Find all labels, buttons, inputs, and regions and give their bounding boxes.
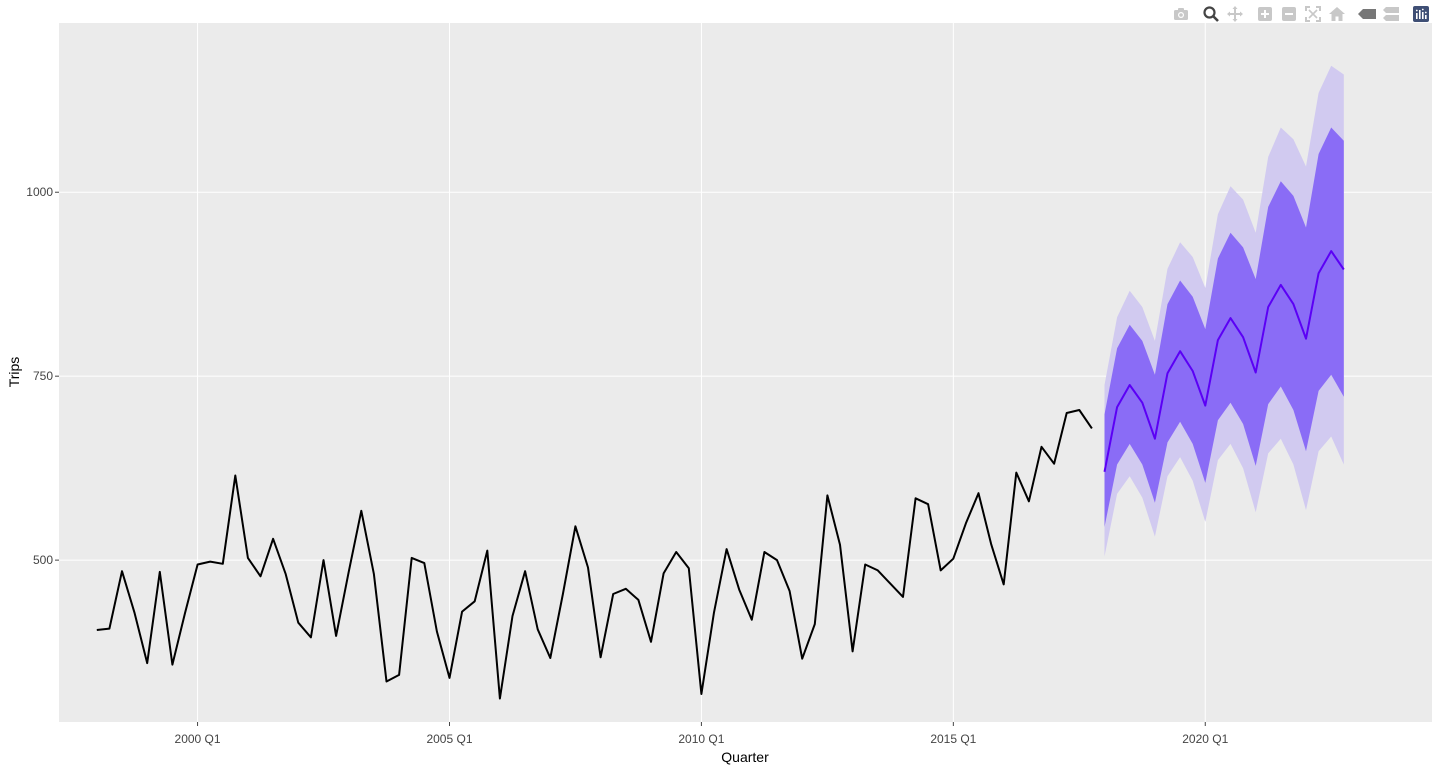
reset-axes-icon[interactable] [1325, 4, 1349, 24]
y-axis-title: Trips [6, 357, 22, 388]
y-tick-label: 500 [33, 553, 53, 567]
x-tick-label: 2020 Q1 [1182, 732, 1228, 746]
x-tick-label: 2000 Q1 [175, 732, 221, 746]
pan-icon[interactable] [1223, 4, 1247, 24]
y-axis-ticks: 500 750 1000 [26, 185, 59, 567]
x-axis-ticks: 2000 Q1 2005 Q1 2010 Q1 2015 Q1 2020 Q1 [175, 722, 1229, 746]
forecast-mean-line [1103, 250, 1345, 472]
y-tick-label: 1000 [26, 185, 53, 199]
x-tick-label: 2005 Q1 [426, 732, 472, 746]
hover-closest-icon[interactable] [1355, 4, 1379, 24]
y-tick-label: 750 [33, 369, 53, 383]
history-series-line [96, 409, 1093, 700]
modebar [1169, 4, 1433, 24]
autoscale-icon[interactable] [1301, 4, 1325, 24]
zoom-icon[interactable] [1199, 4, 1223, 24]
camera-icon[interactable] [1169, 4, 1193, 24]
x-axis-title: Quarter [721, 749, 769, 765]
x-tick-label: 2010 Q1 [678, 732, 724, 746]
zoom-in-icon[interactable] [1253, 4, 1277, 24]
x-tick-label: 2015 Q1 [930, 732, 976, 746]
zoom-out-icon[interactable] [1277, 4, 1301, 24]
hover-compare-icon[interactable] [1379, 4, 1403, 24]
plotly-logo-icon[interactable] [1409, 4, 1433, 24]
